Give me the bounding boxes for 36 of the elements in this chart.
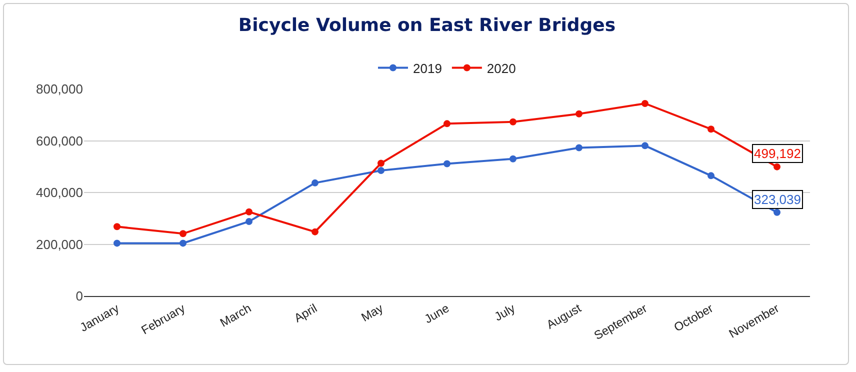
point	[312, 228, 318, 236]
point	[708, 172, 714, 180]
point	[312, 179, 318, 186]
point	[378, 160, 384, 167]
point	[444, 120, 450, 128]
chart-title: Bicycle Volume on East River Bridges	[238, 15, 616, 36]
y-tick-label: 0	[76, 288, 83, 304]
point	[774, 208, 780, 216]
point	[114, 240, 120, 247]
y-tick-label: 600,000	[36, 133, 83, 148]
y-tick-label: 200,000	[36, 236, 83, 252]
point	[774, 163, 780, 170]
point	[378, 167, 384, 174]
point	[642, 100, 648, 107]
point	[246, 208, 252, 216]
point	[180, 230, 186, 238]
data-label: 323,039	[754, 192, 801, 207]
y-tick-label: 400,000	[36, 185, 83, 200]
point	[576, 144, 582, 152]
point	[510, 118, 516, 126]
point	[114, 223, 120, 230]
x-tick-label: April	[292, 301, 320, 326]
legend-label: 2019	[413, 60, 442, 76]
x-tick-label: June	[422, 300, 452, 326]
x-tick-label: May	[358, 301, 386, 325]
point	[510, 155, 516, 162]
point	[708, 126, 714, 133]
data-label: 499,192	[754, 146, 801, 161]
y-tick-label: 800,000	[36, 82, 83, 97]
x-tick-label: July	[492, 301, 518, 324]
legend-label: 2020	[486, 60, 516, 76]
point	[642, 142, 648, 150]
point	[246, 218, 252, 225]
point	[576, 110, 582, 118]
point	[444, 160, 450, 168]
point	[180, 240, 186, 247]
